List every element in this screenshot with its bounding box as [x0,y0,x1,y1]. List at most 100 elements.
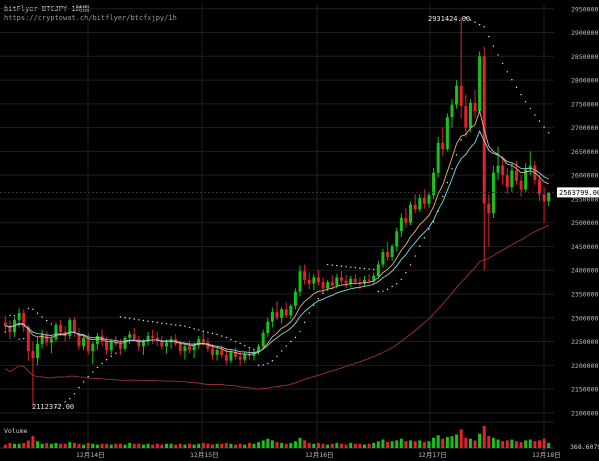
candle-body [220,350,224,355]
candle-body [362,279,366,284]
candle-body [234,352,238,357]
volume-bar [289,442,293,448]
candle-body [36,343,40,359]
volume-bar [169,443,173,448]
volume-bar [128,442,132,448]
sar-dot [359,267,361,269]
volume-bar [432,437,436,448]
volume-bar [3,444,7,448]
sar-dot [105,359,108,361]
y-tick-label: 2900000 [571,29,598,37]
sar-dot [515,86,518,89]
candle-body [261,332,265,347]
volume-bar [45,442,49,448]
sar-dot [4,331,7,333]
chart-source-url[interactable]: https://cryptowat.ch/bitflyer/btcfxjpy/1… [4,14,177,22]
sar-dot [299,330,301,333]
volume-bar [183,444,187,448]
volume-bar [524,440,528,448]
candle-body [238,356,242,360]
high-price-label: 2931424.00 [428,15,470,23]
x-tick-label: 12月15日 [190,451,219,459]
volume-bar [542,438,546,448]
sar-dot [317,298,320,300]
sar-dot [285,345,287,347]
candle-body [464,106,468,128]
sar-dot [322,292,324,294]
sar-dot [221,335,223,337]
sar-dot [211,332,214,335]
volume-bar [22,442,26,448]
candle-body [547,192,551,202]
volume-bar [533,441,537,448]
sar-dot [428,228,430,230]
ema-fast-line [5,109,549,355]
candle-body [353,278,357,283]
volume-bar [77,443,81,448]
volume-bar [330,443,334,448]
candle-body [160,340,164,347]
sar-dot [165,323,168,325]
candle-body [468,102,472,128]
sar-dot [377,290,380,293]
candle-body [100,335,104,342]
candle-body [243,353,247,360]
candle-body [399,217,403,232]
candle-body [201,339,205,343]
sar-dot [474,21,476,24]
sar-dot [78,386,80,389]
candle-body [206,342,210,349]
y-tick-label: 2700000 [571,124,598,132]
volume-bar [298,437,302,448]
candle-body [72,320,76,333]
candle-body [151,335,155,338]
volume-bar [54,442,58,448]
candle-body [514,170,518,181]
volume-bar [155,443,159,448]
volume-bar [501,441,505,448]
y-tick-label: 2650000 [571,148,598,156]
volume-bar [197,443,201,448]
candle-body [307,279,311,284]
volume-bar [362,444,366,448]
sar-dot [294,336,297,339]
sar-dot [543,126,545,128]
y-tick-label: 2750000 [571,100,598,108]
volume-bar [505,440,509,448]
candle-body [303,271,307,280]
volume-bar [478,433,482,448]
candle-body [358,282,362,284]
volume-bar [17,443,21,448]
candle-body [257,346,261,353]
sar-dot [455,154,458,156]
candle-body [339,277,343,281]
sar-dot [41,316,43,318]
sar-dot [483,26,485,28]
sar-dot [92,371,94,373]
candle-body [445,117,449,150]
candle-body [501,165,505,176]
last-price-box [557,187,599,198]
y-tick-label: 2300000 [571,314,598,322]
candle-body [519,180,523,190]
volume-bar [36,441,40,448]
candle-body [381,252,385,265]
volume-panel [3,426,551,448]
sar-dot [115,352,117,354]
candle-body [215,350,219,355]
volume-bar [528,439,532,448]
volume-bar [381,439,385,448]
sar-dot [184,325,186,327]
sar-dot [303,321,306,323]
sar-dot [336,264,338,267]
sar-dot [340,265,343,267]
candle-body [441,142,445,150]
sar-dot [64,401,66,403]
sar-dot [69,397,71,400]
candle-body [395,231,399,247]
volume-bar [114,443,118,448]
candle-body [386,252,390,257]
candle-body [455,85,459,105]
candle-body [312,277,316,284]
